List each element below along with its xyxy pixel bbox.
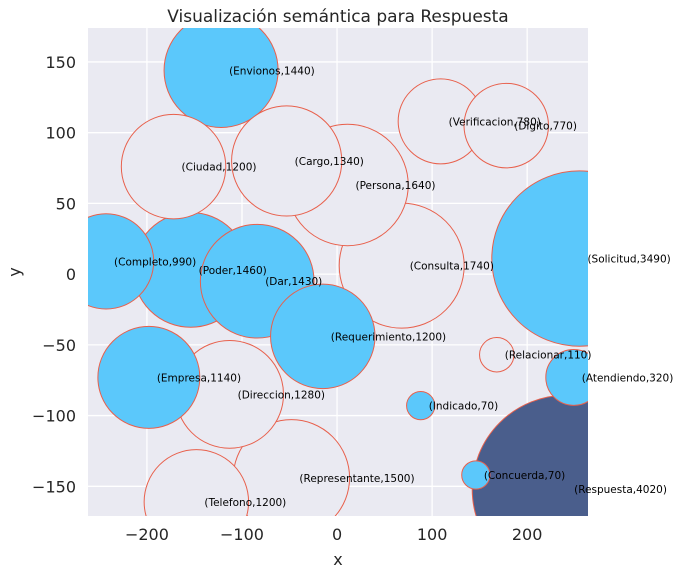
point-label-envionos: (Envionos,1440) [229, 65, 315, 77]
point-label-consulta: (Consulta,1740) [410, 261, 494, 273]
point-label-atendiendo: (Atendiendo,320) [582, 372, 674, 384]
point-label-dar: (Dar,1430) [265, 276, 322, 288]
point-label-indicado: (Indicado,70) [429, 401, 499, 413]
point-label-verificacion: (Verificacion,780) [449, 116, 541, 128]
y-tick-label: 100 [45, 124, 76, 143]
point-label-ciudad: (Ciudad,1200) [182, 162, 257, 174]
point-label-completo: (Completo,990) [114, 256, 196, 268]
chart-title: Visualización semántica para Respuesta [167, 7, 508, 27]
point-label-direccion: (Direccion,1280) [238, 389, 325, 401]
bubble-concuerda [461, 460, 491, 490]
bubble-indicado [406, 391, 436, 421]
y-tick-label: −100 [32, 407, 76, 426]
y-axis-label: y [5, 267, 24, 276]
point-label-requerimiento: (Requerimiento,1200) [331, 331, 446, 343]
bubble-completo [88, 213, 155, 310]
x-tick-label: −100 [220, 525, 264, 544]
y-axis-ticks: −150 −100 −50 0 50 100 150 [32, 53, 76, 496]
y-tick-label: 0 [66, 265, 76, 284]
point-label-empresa: (Empresa,1140) [157, 372, 241, 384]
x-tick-label: 200 [512, 525, 543, 544]
x-tick-label: −200 [125, 525, 169, 544]
bubble-requerimiento [270, 283, 376, 390]
point-label-poder: (Poder,1460) [199, 265, 267, 277]
bubble-cargo [231, 105, 343, 217]
bubble-atendiendo [545, 348, 588, 406]
point-label-cargo: (Cargo,1340) [295, 156, 364, 168]
point-label-telefono: (Telefono,1200) [204, 497, 286, 509]
bubble-ciudad [120, 113, 227, 220]
point-label-concuerda: (Concuerda,70) [484, 470, 565, 482]
x-tick-label: 0 [332, 525, 342, 544]
point-label-representante: (Representante,1500) [299, 473, 414, 485]
point-labels: (Envionos,1440) (Verificacion,780)(Digito… [114, 65, 673, 508]
y-tick-label: 50 [56, 194, 76, 213]
bubble-relacionar [479, 337, 515, 373]
bubble-solicitud [491, 170, 588, 347]
point-label-persona: (Persona,1640) [356, 180, 436, 192]
point-label-respuesta: (Respuesta,4020) [574, 484, 667, 496]
bubble-telefono [143, 449, 250, 516]
y-tick-label: −150 [32, 477, 76, 496]
bubble-envionos [163, 28, 279, 128]
y-tick-label: −50 [42, 336, 76, 355]
point-label-relacionar: (Relacionar,110) [505, 350, 592, 362]
y-tick-label: 150 [45, 53, 76, 72]
bubble-empresa [97, 325, 201, 429]
bubbles [88, 28, 588, 516]
x-axis-label: x [333, 550, 342, 569]
x-tick-label: 100 [417, 525, 448, 544]
bubble-digito [463, 82, 549, 169]
point-label-digito: (Digito,770) [514, 121, 577, 133]
point-label-solicitud: (Solicitud,3490) [587, 254, 670, 266]
x-axis-ticks: −200 −100 0 100 200 [125, 525, 542, 544]
